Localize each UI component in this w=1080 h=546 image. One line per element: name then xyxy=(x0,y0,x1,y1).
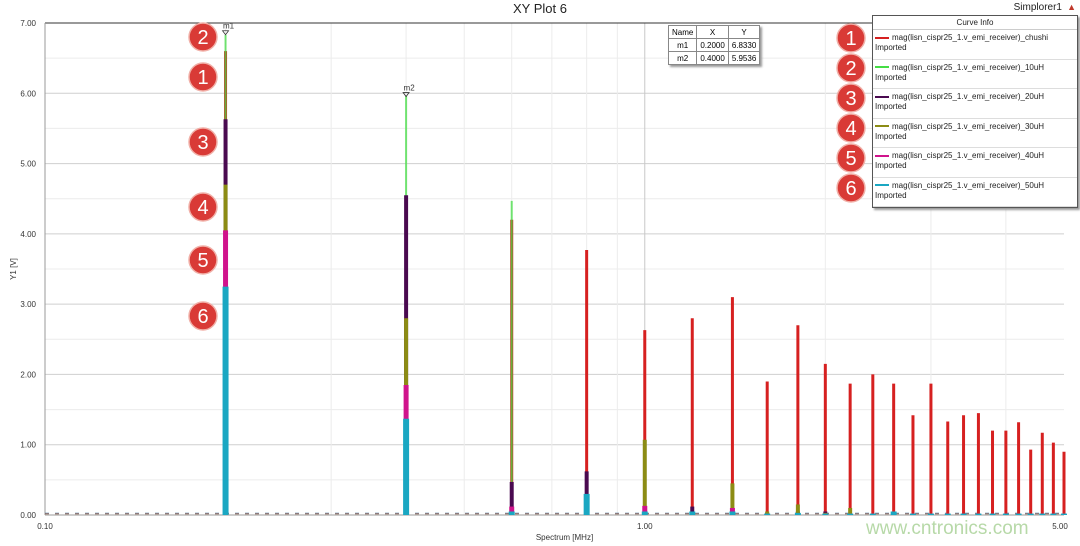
legend-swatch xyxy=(875,184,889,187)
curve-info-legend[interactable]: Curve Info mag(lisn_cispr25_1.v_emi_rece… xyxy=(872,15,1078,208)
marker-label: m2 xyxy=(404,84,416,93)
legend-sub: Imported xyxy=(875,131,907,141)
cell: m2 xyxy=(667,51,698,65)
y-tick-label: 2.00 xyxy=(20,370,36,379)
legend-label: mag(lisn_cispr25_1.v_emi_receiver)_20uH xyxy=(892,92,1045,101)
legend-sub: Imported xyxy=(875,102,907,111)
y-axis-label: Y1 [V] xyxy=(9,258,18,280)
legend-swatch xyxy=(875,66,889,69)
legend-swatch xyxy=(875,95,889,98)
legend-label: mag(lisn_cispr25_1.v_emi_receiver)_chush… xyxy=(892,33,1049,42)
header-cell: Name xyxy=(667,25,698,39)
marker-row[interactable]: m1 0.2000 6.8330 xyxy=(667,38,761,52)
y-tick-label: 0.00 xyxy=(20,511,36,520)
legend-label: mag(lisn_cispr25_1.v_emi_receiver)_50uH xyxy=(892,180,1045,190)
marker-table-header: Name X Y xyxy=(667,25,761,39)
cell: m1 xyxy=(667,38,698,52)
legend-item[interactable]: mag(lisn_cispr25_1.v_emi_receiver)_50uH I… xyxy=(873,178,1077,207)
legend-sub: Imported xyxy=(875,43,907,52)
header-cell: X xyxy=(696,25,729,39)
y-tick-label: 3.00 xyxy=(20,300,36,309)
x-tick-label: 5.00 xyxy=(1052,522,1068,531)
cell: 6.8330 xyxy=(727,38,761,52)
header-cell: Y xyxy=(727,25,761,39)
marker-row[interactable]: m2 0.4000 5.9536 xyxy=(667,51,761,65)
legend-label: mag(lisn_cispr25_1.v_emi_receiver)_40uH xyxy=(892,151,1045,160)
marker-label: m1 xyxy=(223,22,235,31)
legend-swatch xyxy=(875,36,889,39)
design-name: Simplorer1 xyxy=(1013,2,1062,13)
legend-swatch xyxy=(875,125,889,128)
legend-label: mag(lisn_cispr25_1.v_emi_receiver)_30uH xyxy=(892,121,1045,131)
legend-label: mag(lisn_cispr25_1.v_emi_receiver)_10uH xyxy=(892,62,1045,72)
legend-item[interactable]: mag(lisn_cispr25_1.v_emi_receiver)_30uH I… xyxy=(873,119,1077,148)
marker-triangle-icon xyxy=(402,92,410,98)
marker-table[interactable]: Name X Y m1 0.2000 6.8330 m2 0.4000 5.95… xyxy=(667,25,761,65)
triangle-up-icon[interactable]: ▲ xyxy=(1067,2,1076,12)
cell: 5.9536 xyxy=(727,51,761,65)
legend-item[interactable]: mag(lisn_cispr25_1.v_emi_receiver)_20uH I… xyxy=(873,89,1077,119)
y-tick-label: 1.00 xyxy=(20,441,36,450)
plot-title: XY Plot 6 xyxy=(513,1,567,16)
legend-item[interactable]: mag(lisn_cispr25_1.v_emi_receiver)_chush… xyxy=(873,30,1077,60)
x-tick-label: 1.00 xyxy=(637,522,653,531)
legend-swatch xyxy=(875,154,889,157)
y-tick-label: 7.00 xyxy=(20,19,36,28)
y-tick-label: 4.00 xyxy=(20,230,36,239)
watermark: www.cntronics.com xyxy=(866,518,1029,539)
legend-sub: Imported xyxy=(875,190,907,200)
cell: 0.4000 xyxy=(696,51,729,65)
y-tick-label: 5.00 xyxy=(20,160,36,169)
cell: 0.2000 xyxy=(696,38,729,52)
marker-triangle-icon xyxy=(221,30,230,36)
legend-title: Curve Info xyxy=(873,16,1077,30)
legend-sub: Imported xyxy=(875,72,907,82)
x-tick-label: 0.10 xyxy=(37,522,53,531)
y-tick-label: 6.00 xyxy=(20,89,36,98)
legend-item[interactable]: mag(lisn_cispr25_1.v_emi_receiver)_40uH I… xyxy=(873,148,1077,178)
x-axis-label: Spectrum [MHz] xyxy=(536,533,593,542)
legend-sub: Imported xyxy=(875,161,907,170)
legend-item[interactable]: mag(lisn_cispr25_1.v_emi_receiver)_10uH I… xyxy=(873,60,1077,89)
